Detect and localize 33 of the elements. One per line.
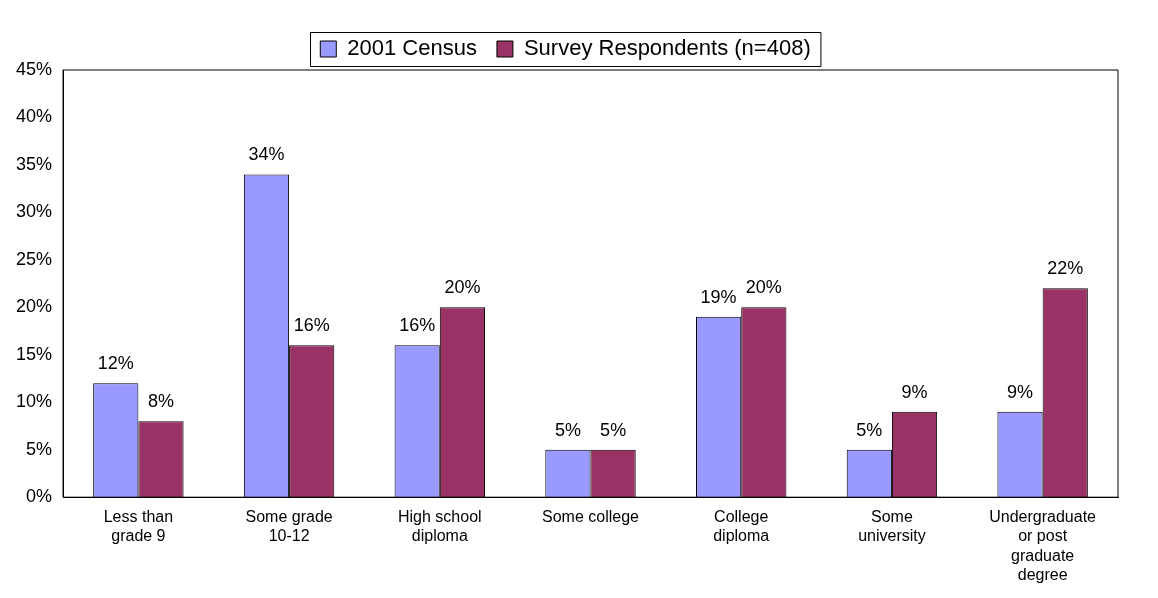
- y-tick-label: 0%: [26, 486, 53, 507]
- data-label: 12%: [97, 353, 134, 374]
- y-tick-label: 15%: [16, 343, 53, 364]
- data-label: 22%: [1047, 258, 1084, 279]
- x-tick-label: Less than grade 9: [103, 508, 174, 545]
- data-label: 20%: [444, 277, 481, 298]
- data-label: 16%: [399, 315, 436, 336]
- y-tick-label: 35%: [16, 153, 53, 174]
- y-tick-label: 25%: [16, 248, 53, 269]
- x-tick-label: Undergraduate or post graduate degree: [989, 508, 1097, 583]
- data-label: 5%: [856, 419, 883, 440]
- data-label: 34%: [248, 144, 285, 165]
- x-tick-label: Some university: [858, 508, 926, 545]
- legend-label: Survey Respondents (n=408): [523, 35, 811, 61]
- y-tick-label: 20%: [16, 296, 53, 317]
- legend-label: 2001 Census: [347, 35, 477, 61]
- data-label: 19%: [700, 286, 737, 307]
- data-label: 20%: [745, 277, 782, 298]
- y-tick-label: 5%: [26, 438, 53, 459]
- x-tick-label: College diploma: [713, 508, 770, 545]
- x-tick-label: High school diploma: [398, 508, 482, 545]
- x-tick-label: Some grade 10-12: [245, 508, 333, 545]
- y-tick-label: 40%: [16, 106, 53, 127]
- y-tick-label: 30%: [16, 201, 53, 222]
- data-label: 5%: [554, 419, 581, 440]
- data-label: 8%: [147, 391, 174, 412]
- data-label: 5%: [600, 419, 627, 440]
- data-label: 9%: [1007, 381, 1034, 402]
- x-tick-label: Some college: [542, 508, 640, 526]
- y-tick-label: 10%: [16, 391, 53, 412]
- y-tick-label: 45%: [16, 58, 53, 79]
- data-label: 9%: [901, 381, 928, 402]
- data-label: 16%: [293, 315, 330, 336]
